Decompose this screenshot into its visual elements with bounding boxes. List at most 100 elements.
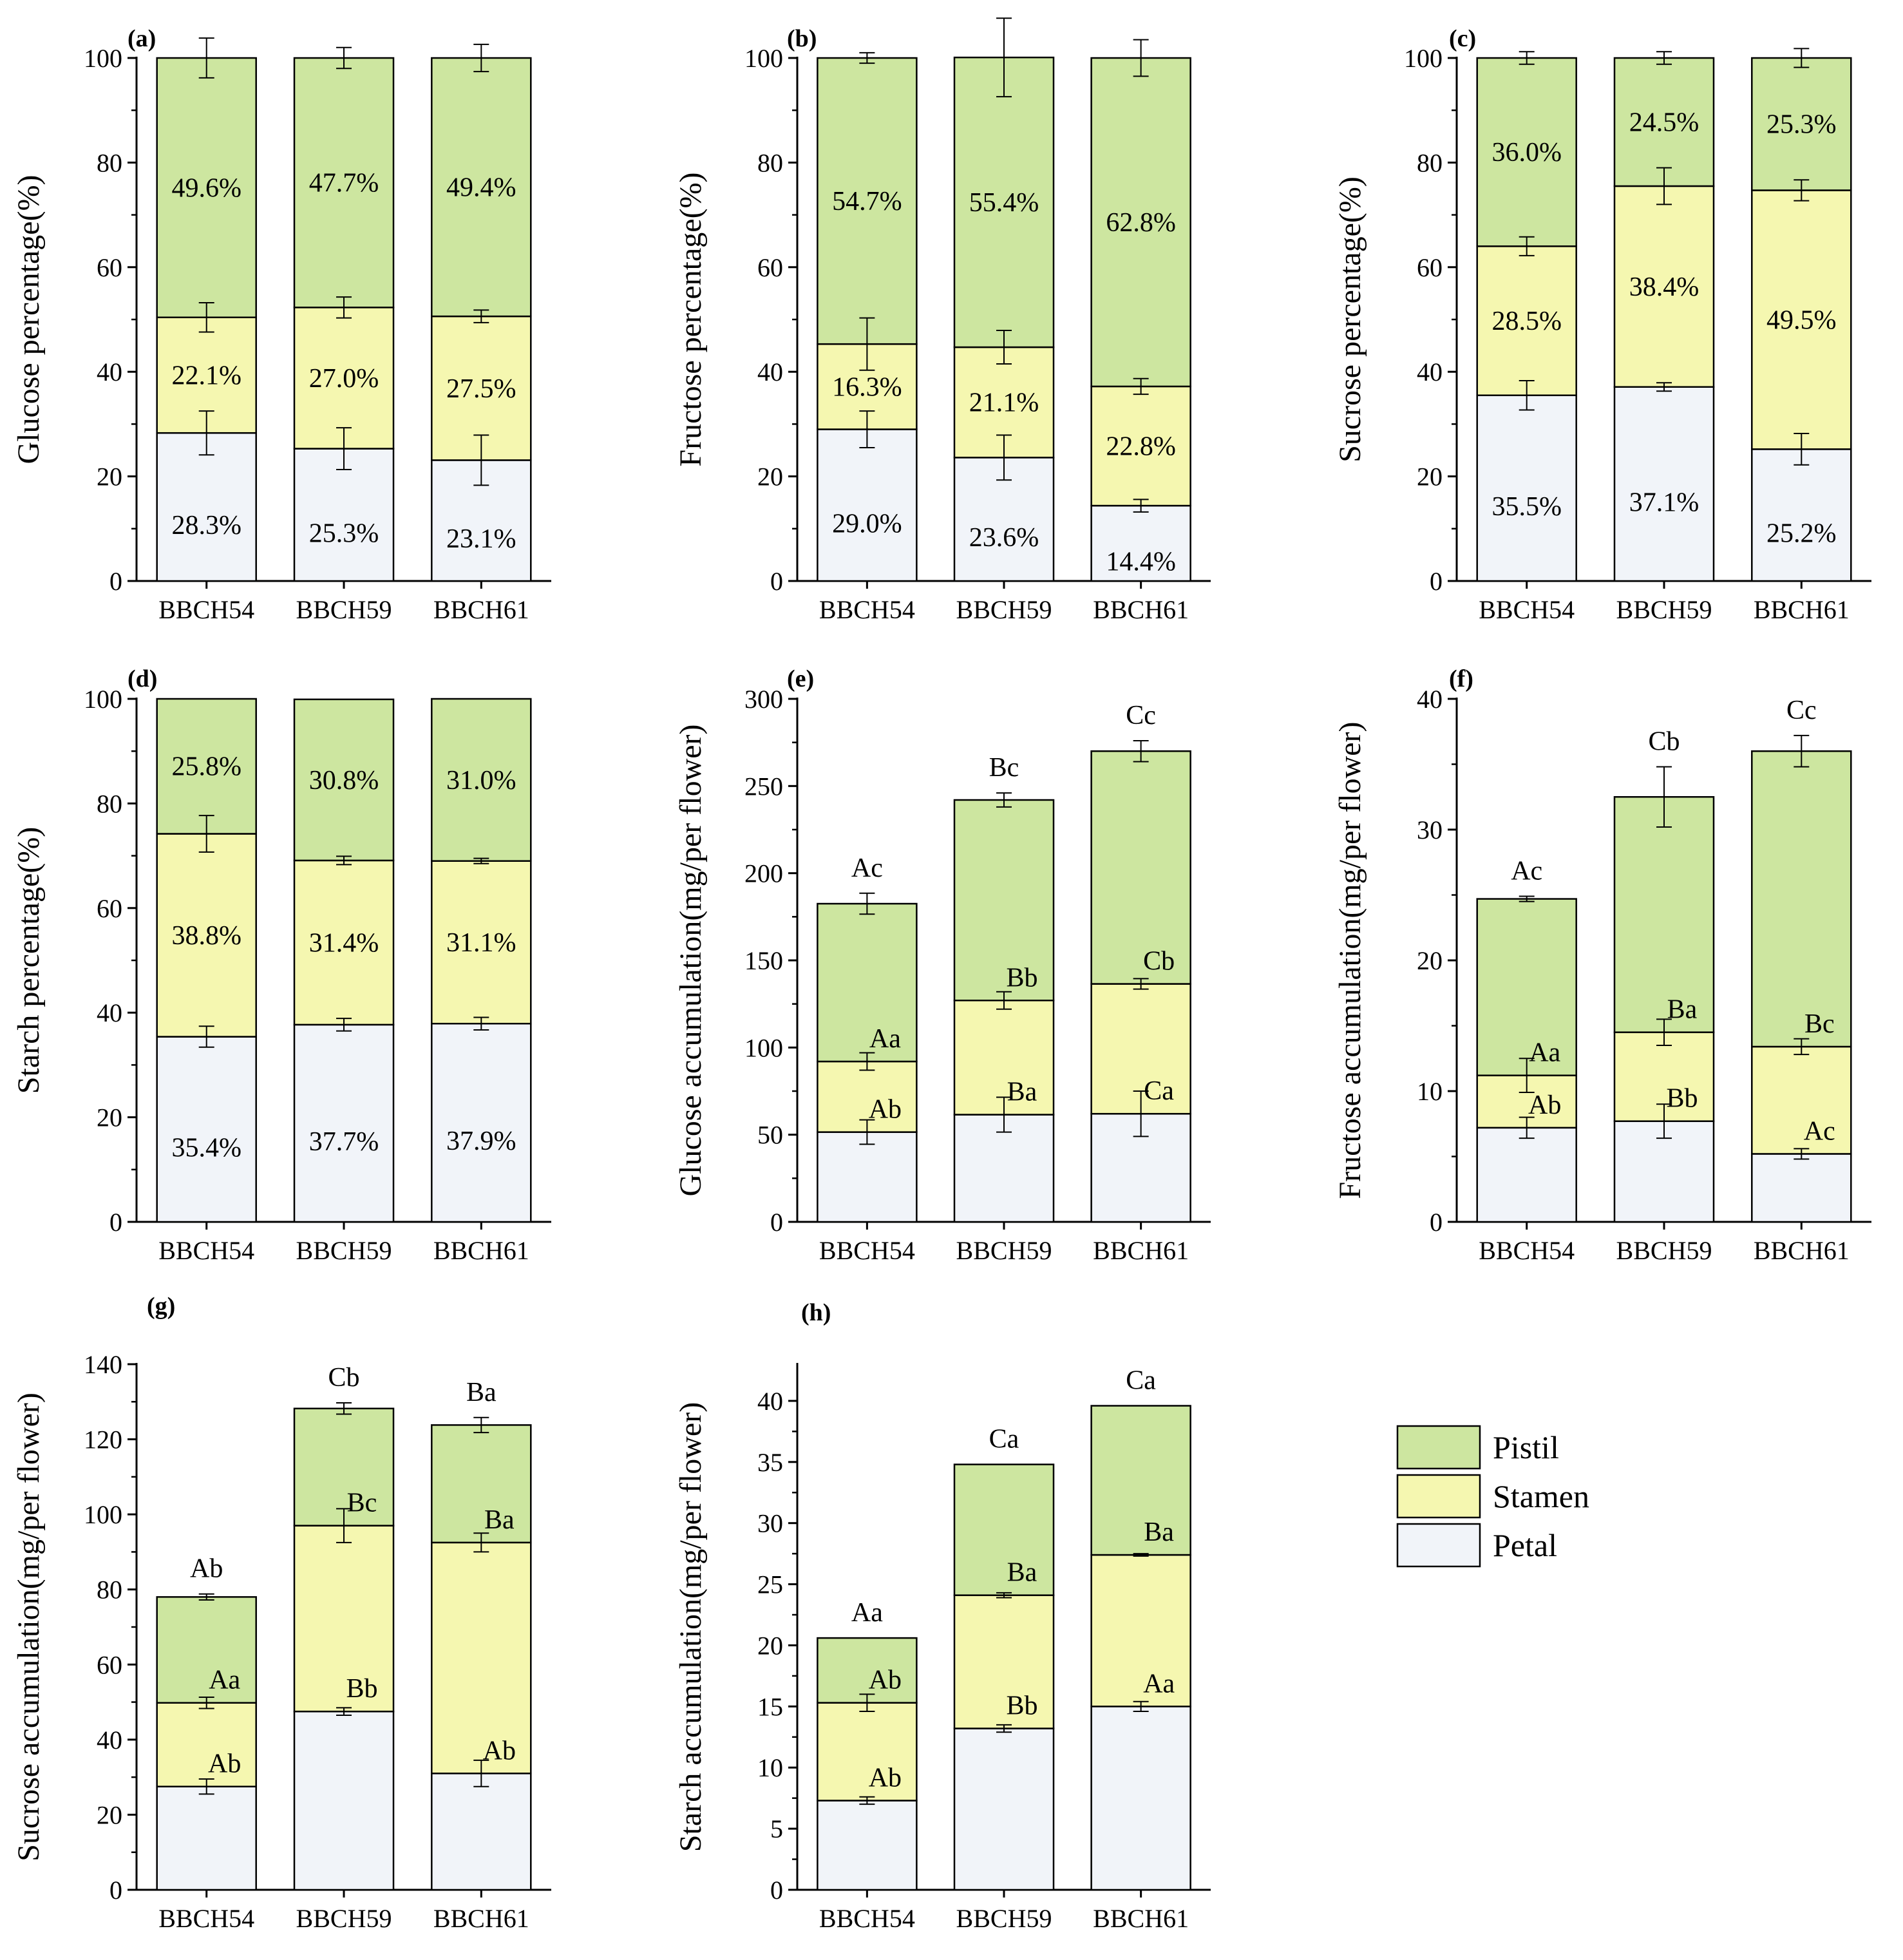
y-tick-label: 0 (109, 1876, 122, 1905)
bar-top-label: Cc (1786, 696, 1817, 725)
segment-label: 31.1% (446, 928, 516, 958)
segment-label: Bb (1666, 1084, 1698, 1114)
panel-f: 0 10 20 30 40 BBCH54 BBCH59 BBCH61 Fructose accu… (1333, 665, 1871, 1265)
bar-pistil (431, 57, 532, 318)
segment-label: 38.4% (1629, 272, 1699, 302)
legend-label-petal: Petal (1493, 1527, 1557, 1563)
y-tick-label: 20 (97, 1103, 122, 1132)
bar-stamen (156, 833, 257, 1038)
bar-petal (293, 1710, 395, 1891)
segment-label: Ab (869, 1763, 902, 1793)
y-tick-label: 100 (84, 1500, 122, 1529)
bar-petal (293, 448, 395, 582)
segment-label: 25.8% (171, 752, 241, 782)
bar-petal (1751, 448, 1852, 582)
bar-stamen (293, 1525, 395, 1713)
bar-petal (817, 428, 918, 582)
y-tick-label: 140 (84, 1350, 122, 1379)
y-tick-label: 40 (97, 357, 122, 386)
y-tick-label: 20 (757, 1631, 783, 1660)
segment-label: 38.8% (171, 921, 241, 951)
segment-label: Ba (484, 1505, 515, 1535)
y-axis-title: Glucose percentage(%) (12, 175, 46, 464)
segment-label: 27.0% (309, 364, 379, 394)
y-axis-title: Sucrose accumulation(mg/per flower) (12, 1393, 46, 1861)
segment-label: 25.3% (309, 519, 379, 548)
x-tick-label: BBCH59 (956, 1236, 1052, 1265)
y-tick-label: 100 (744, 44, 783, 73)
bar-pistil (293, 1407, 395, 1527)
legend-swatch-pistil (1396, 1425, 1481, 1470)
bar-petal (953, 1727, 1055, 1891)
segment-label: 47.7% (309, 169, 379, 198)
bar-top-label: Bc (989, 753, 1019, 783)
x-tick-label: BBCH61 (433, 595, 529, 624)
y-tick-label: 40 (97, 1726, 122, 1755)
y-tick-label: 40 (757, 1387, 783, 1416)
segment-label: Bb (346, 1674, 377, 1704)
segment-label: Ab (208, 1749, 241, 1779)
segment-label: 29.0% (832, 509, 902, 538)
bar-top-label: Aa (851, 1598, 883, 1628)
x-tick-label: BBCH54 (1479, 595, 1575, 624)
segment-label: 49.4% (446, 173, 516, 203)
panel-letter: (d) (128, 665, 157, 692)
bar-pistil (1613, 796, 1715, 1033)
bar-stamen (1090, 1554, 1191, 1708)
bar-pistil (817, 57, 918, 345)
y-tick-label: 35 (757, 1448, 783, 1477)
bar-pistil (953, 1463, 1055, 1596)
x-tick-label: BBCH61 (1093, 1904, 1189, 1933)
panel-h: 0 5 10 15 20 25 30 35 40 BBCH54 BBCH59 BBCH61 Starch… (674, 1299, 1211, 1933)
panel-c: 0 20 40 60 80 100 BBCH54 BBCH59 BBCH61 Sucrose pe… (1333, 25, 1871, 624)
y-tick-label: 20 (97, 462, 122, 491)
x-tick-label: BBCH54 (819, 1236, 915, 1265)
y-tick-label: 60 (1417, 253, 1443, 282)
y-tick-label: 50 (757, 1121, 783, 1150)
segment-label: 28.3% (171, 511, 241, 540)
y-tick-label: 0 (109, 567, 122, 596)
y-tick-label: 30 (1417, 815, 1443, 844)
y-tick-label: 60 (757, 253, 783, 282)
bar-petal (293, 1023, 395, 1223)
y-axis-title: Sucrose percentage(%) (1333, 176, 1367, 462)
segment-label: 55.4% (969, 188, 1039, 218)
bar-top-label: Cb (328, 1363, 359, 1393)
y-tick-label: 0 (1430, 1208, 1443, 1237)
segment-label: Ab (869, 1666, 902, 1695)
bar-petal (156, 1036, 257, 1223)
segment-label: 31.0% (446, 766, 516, 795)
bar-top-label: Ba (466, 1378, 497, 1407)
segment-label: 21.1% (969, 388, 1039, 418)
bar-pistil (431, 1424, 532, 1544)
y-tick-label: 15 (757, 1692, 783, 1721)
legend-swatch-stamen (1396, 1474, 1481, 1519)
y-tick-label: 60 (97, 894, 122, 923)
bar-petal (431, 1773, 532, 1891)
panel-letter: (c) (1449, 25, 1476, 52)
y-tick-label: 30 (757, 1509, 783, 1538)
x-tick-label: BBCH59 (296, 1904, 392, 1933)
y-tick-label: 100 (84, 685, 122, 714)
segment-label: 35.5% (1491, 492, 1562, 522)
segment-label: Ba (1667, 995, 1698, 1025)
bar-stamen (953, 1000, 1055, 1116)
y-tick-label: 40 (757, 357, 783, 386)
panel-e: 0 50 100 150 200 250 300 BBCH54 BBCH59 BBCH61 Gluc… (674, 665, 1211, 1265)
y-tick-label: 60 (97, 253, 122, 282)
segment-label: Aa (1529, 1038, 1560, 1068)
segment-label: 54.7% (832, 187, 902, 216)
bar-pistil (431, 698, 532, 862)
bar-pistil (293, 698, 395, 862)
y-tick-label: 300 (744, 685, 783, 714)
panel-g: 0 20 40 60 80 100 120 140 BBCH54 BBCH59 BBCH61 Sucr… (12, 1293, 551, 1933)
bar-top-label: Ca (1126, 1366, 1156, 1396)
panel-d: 0 20 40 60 80 100 BBCH54 BBCH59 BBCH61 Starch per… (12, 665, 551, 1265)
x-tick-label: BBCH59 (1616, 595, 1712, 624)
y-tick-label: 100 (84, 44, 122, 73)
y-tick-label: 40 (1417, 685, 1443, 714)
segment-label: Ab (483, 1736, 516, 1765)
y-axis-title: Fructose percentage(%) (674, 172, 708, 466)
segment-label: Bc (1804, 1009, 1835, 1039)
